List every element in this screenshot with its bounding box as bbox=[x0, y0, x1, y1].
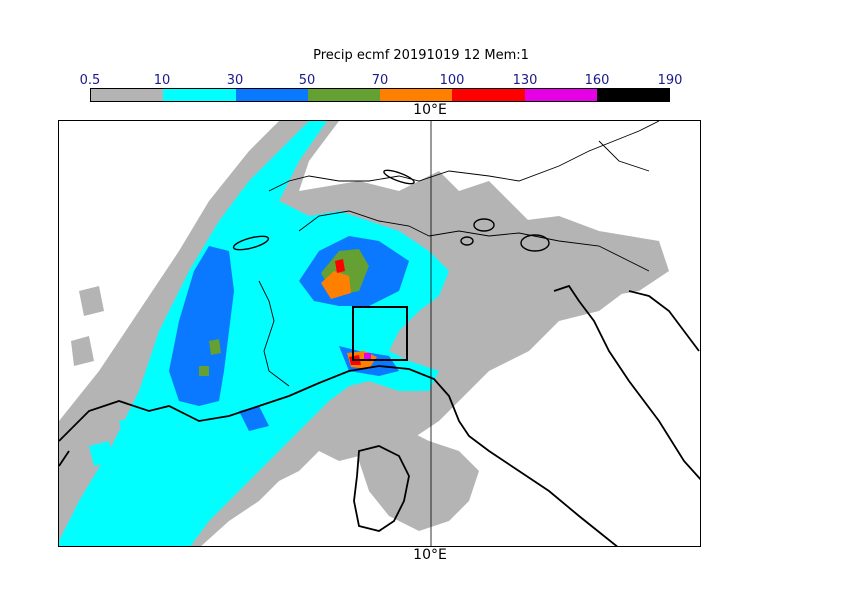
colorbar-segment bbox=[452, 89, 525, 101]
colorbar-label: 10 bbox=[153, 73, 171, 88]
precip-field-cyan bbox=[59, 121, 449, 546]
borders bbox=[258, 121, 660, 546]
colorbar-label: 130 bbox=[512, 73, 538, 88]
colorbar-segment bbox=[91, 89, 164, 101]
colorbar-label: 160 bbox=[584, 73, 610, 88]
analysis-box bbox=[352, 306, 408, 361]
colorbar-label: 30 bbox=[226, 73, 244, 88]
colorbar-segment bbox=[163, 89, 236, 101]
colorbar-label: 50 bbox=[298, 73, 316, 88]
longitude-label-bottom: 10°E bbox=[413, 547, 447, 563]
colorbar-segment bbox=[524, 89, 597, 101]
coastlines bbox=[59, 284, 700, 546]
longitude-label-top: 10°E bbox=[413, 102, 447, 118]
colorbar-label: 190 bbox=[657, 73, 683, 88]
colorbar-label: 0.5 bbox=[79, 73, 101, 88]
map-frame[interactable] bbox=[58, 120, 701, 547]
colorbar-segment bbox=[596, 89, 669, 101]
precip-field-heavy bbox=[199, 249, 377, 376]
precip-map bbox=[59, 121, 700, 546]
colorbar-label: 70 bbox=[371, 73, 389, 88]
colorbar-segment bbox=[380, 89, 453, 101]
lakes bbox=[232, 169, 550, 252]
colorbar bbox=[90, 88, 670, 102]
map-title: Precip ecmf 20191019 12 Mem:1 bbox=[313, 48, 529, 63]
colorbar-label: 100 bbox=[439, 73, 465, 88]
colorbar-segment bbox=[307, 89, 380, 101]
colorbar-segment bbox=[235, 89, 308, 101]
